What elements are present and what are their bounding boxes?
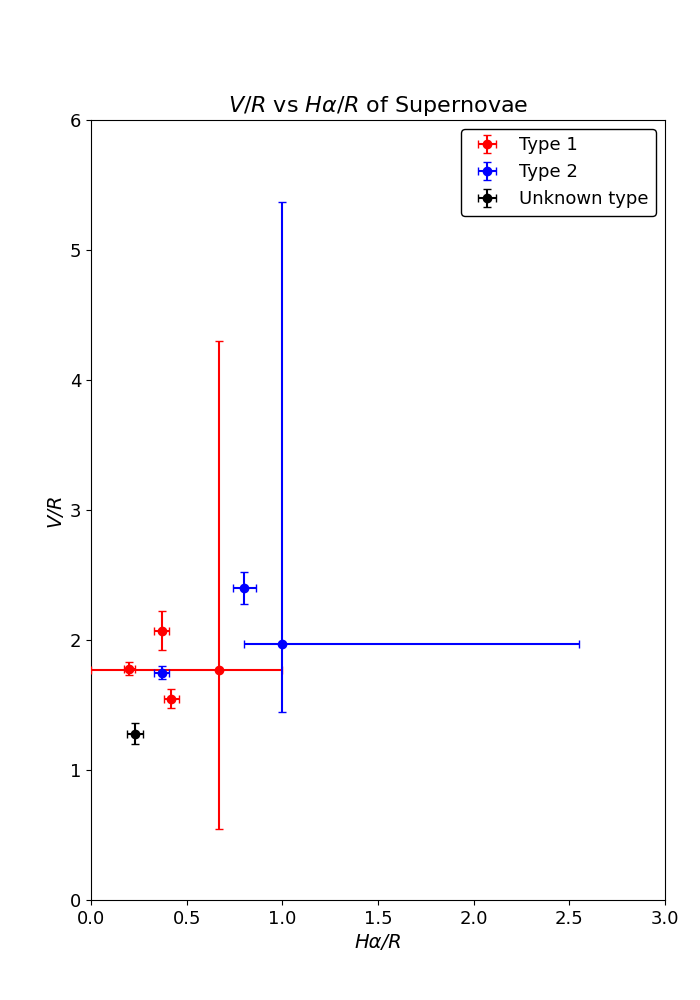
X-axis label: Hα/R: Hα/R [354, 933, 402, 952]
Title: $\it{V/R}$ vs $\it{H\alpha/R}$ of Supernovae: $\it{V/R}$ vs $\it{H\alpha/R}$ of Supern… [228, 94, 528, 118]
Y-axis label: V/R: V/R [46, 493, 64, 527]
Legend: Type 1, Type 2, Unknown type: Type 1, Type 2, Unknown type [461, 129, 656, 216]
